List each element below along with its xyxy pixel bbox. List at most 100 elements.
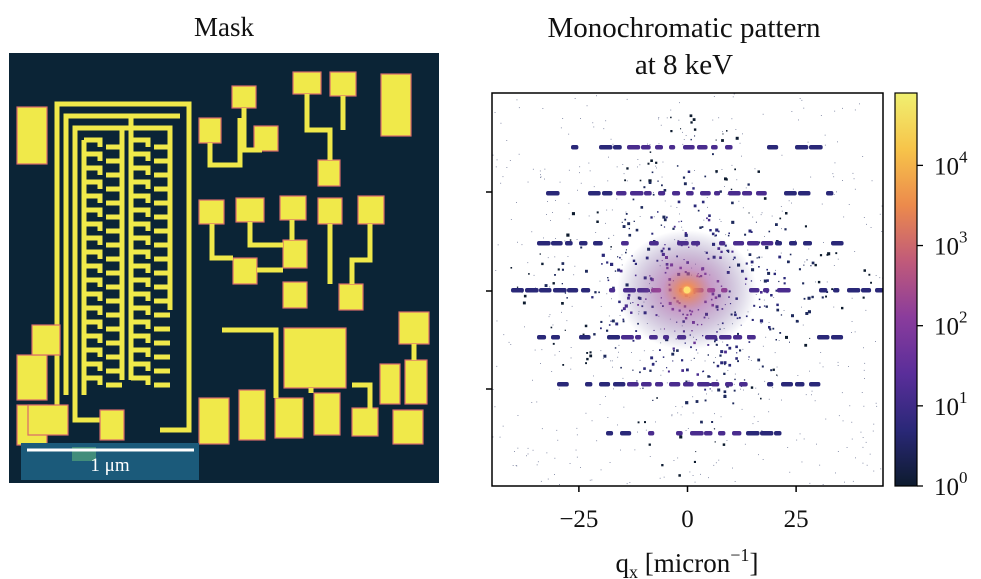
pattern-noise [797, 375, 799, 376]
pattern-noise [713, 96, 715, 97]
pattern-speckle [607, 279, 610, 282]
pattern-noise [547, 201, 548, 202]
mask-trace [84, 277, 103, 287]
pattern-streak [648, 431, 655, 436]
pattern-streak [826, 191, 834, 196]
pattern-noise [811, 394, 812, 396]
pattern-noise [559, 484, 560, 485]
pattern-speckle [751, 318, 754, 321]
pattern-noise [792, 188, 794, 190]
mask-feature [235, 197, 265, 223]
pattern-speckle [699, 226, 702, 229]
pattern-speckle [644, 421, 646, 424]
pattern-speckle [584, 324, 588, 328]
pattern-noise [691, 182, 693, 184]
pattern-speckle [709, 376, 711, 378]
pattern-noise [639, 388, 641, 390]
pattern-noise [589, 170, 591, 172]
pattern-speckle [732, 402, 735, 405]
mask-trace [131, 179, 151, 189]
pattern-noise [715, 357, 716, 358]
mask-panel: Mask 1 μm [9, 12, 439, 483]
pattern-speckle [759, 306, 761, 308]
pattern-noise [842, 420, 844, 422]
pattern-noise [747, 249, 749, 251]
pattern-speckle [728, 363, 732, 367]
pattern-speckle [692, 118, 696, 121]
pattern-noise [768, 322, 770, 323]
pattern-noise [864, 378, 865, 379]
pattern-noise [536, 464, 538, 466]
pattern-noise [687, 428, 689, 429]
pattern-noise [663, 476, 665, 478]
pattern-noise [546, 452, 548, 454]
pattern-noise [612, 366, 613, 368]
pattern-noise [760, 280, 761, 282]
pattern-speckle [712, 153, 714, 156]
pattern-noise [743, 389, 744, 391]
pattern-streak [795, 145, 809, 150]
pattern-speckle [809, 337, 811, 339]
pattern-noise [500, 122, 502, 124]
pattern-noise [580, 467, 581, 468]
pattern-noise [706, 197, 708, 198]
pattern-speckle [724, 363, 726, 366]
pattern-speckle [617, 256, 619, 258]
mask-feature [282, 281, 308, 309]
pattern-noise [727, 370, 729, 371]
pattern-noise [711, 390, 713, 392]
pattern-speckle [679, 435, 683, 439]
pattern-speckle [628, 227, 630, 230]
pattern-speckle [611, 319, 615, 323]
pattern-noise [639, 359, 641, 361]
pattern-noise [517, 415, 519, 416]
pattern-noise [732, 467, 733, 469]
pattern-noise [535, 287, 536, 289]
pattern-noise [735, 138, 737, 140]
pattern-speckle [564, 292, 567, 294]
pattern-noise [618, 344, 620, 346]
pattern-noise [568, 218, 570, 220]
pattern-noise [733, 383, 735, 385]
pattern-speckle [676, 349, 679, 352]
pattern-noise [781, 228, 782, 230]
pattern-speckle [586, 352, 589, 354]
pattern-noise [637, 159, 639, 160]
colorbar-tick-label: 104 [934, 147, 968, 180]
pattern-noise [515, 465, 517, 466]
pattern-speckle [728, 346, 732, 350]
pattern-streak [760, 431, 774, 436]
pattern-noise [846, 447, 848, 448]
pattern-noise [532, 379, 533, 381]
pattern-noise [574, 265, 576, 267]
pattern-noise [613, 388, 614, 390]
pattern-noise [807, 141, 809, 143]
pattern-streak [609, 288, 616, 293]
pattern-noise [819, 362, 821, 364]
pattern-noise [559, 181, 561, 183]
pattern-noise [558, 351, 560, 352]
pattern-streak [630, 191, 644, 196]
mask-feature [232, 257, 258, 285]
pattern-noise [599, 280, 601, 282]
pattern-streak [774, 431, 782, 436]
pattern-speckle [651, 363, 655, 366]
pattern-noise [527, 181, 529, 183]
mask-feature [16, 106, 48, 165]
pattern-noise [593, 126, 595, 128]
pattern-speckle [713, 361, 715, 364]
mask-trace [84, 179, 103, 189]
pattern-noise [760, 323, 762, 324]
pattern-noise [748, 359, 750, 360]
colorbar-tick-label: 103 [934, 228, 968, 261]
pattern-noise [512, 465, 514, 466]
mask-trace [131, 235, 151, 245]
pattern-streak [537, 241, 551, 246]
pattern-noise [680, 414, 682, 416]
pattern-speckle [757, 358, 761, 362]
pattern-streak [613, 382, 626, 387]
pattern-noise [815, 281, 816, 283]
pattern-speckle [708, 383, 712, 386]
pattern-noise [555, 238, 556, 239]
pattern-noise [714, 413, 715, 415]
